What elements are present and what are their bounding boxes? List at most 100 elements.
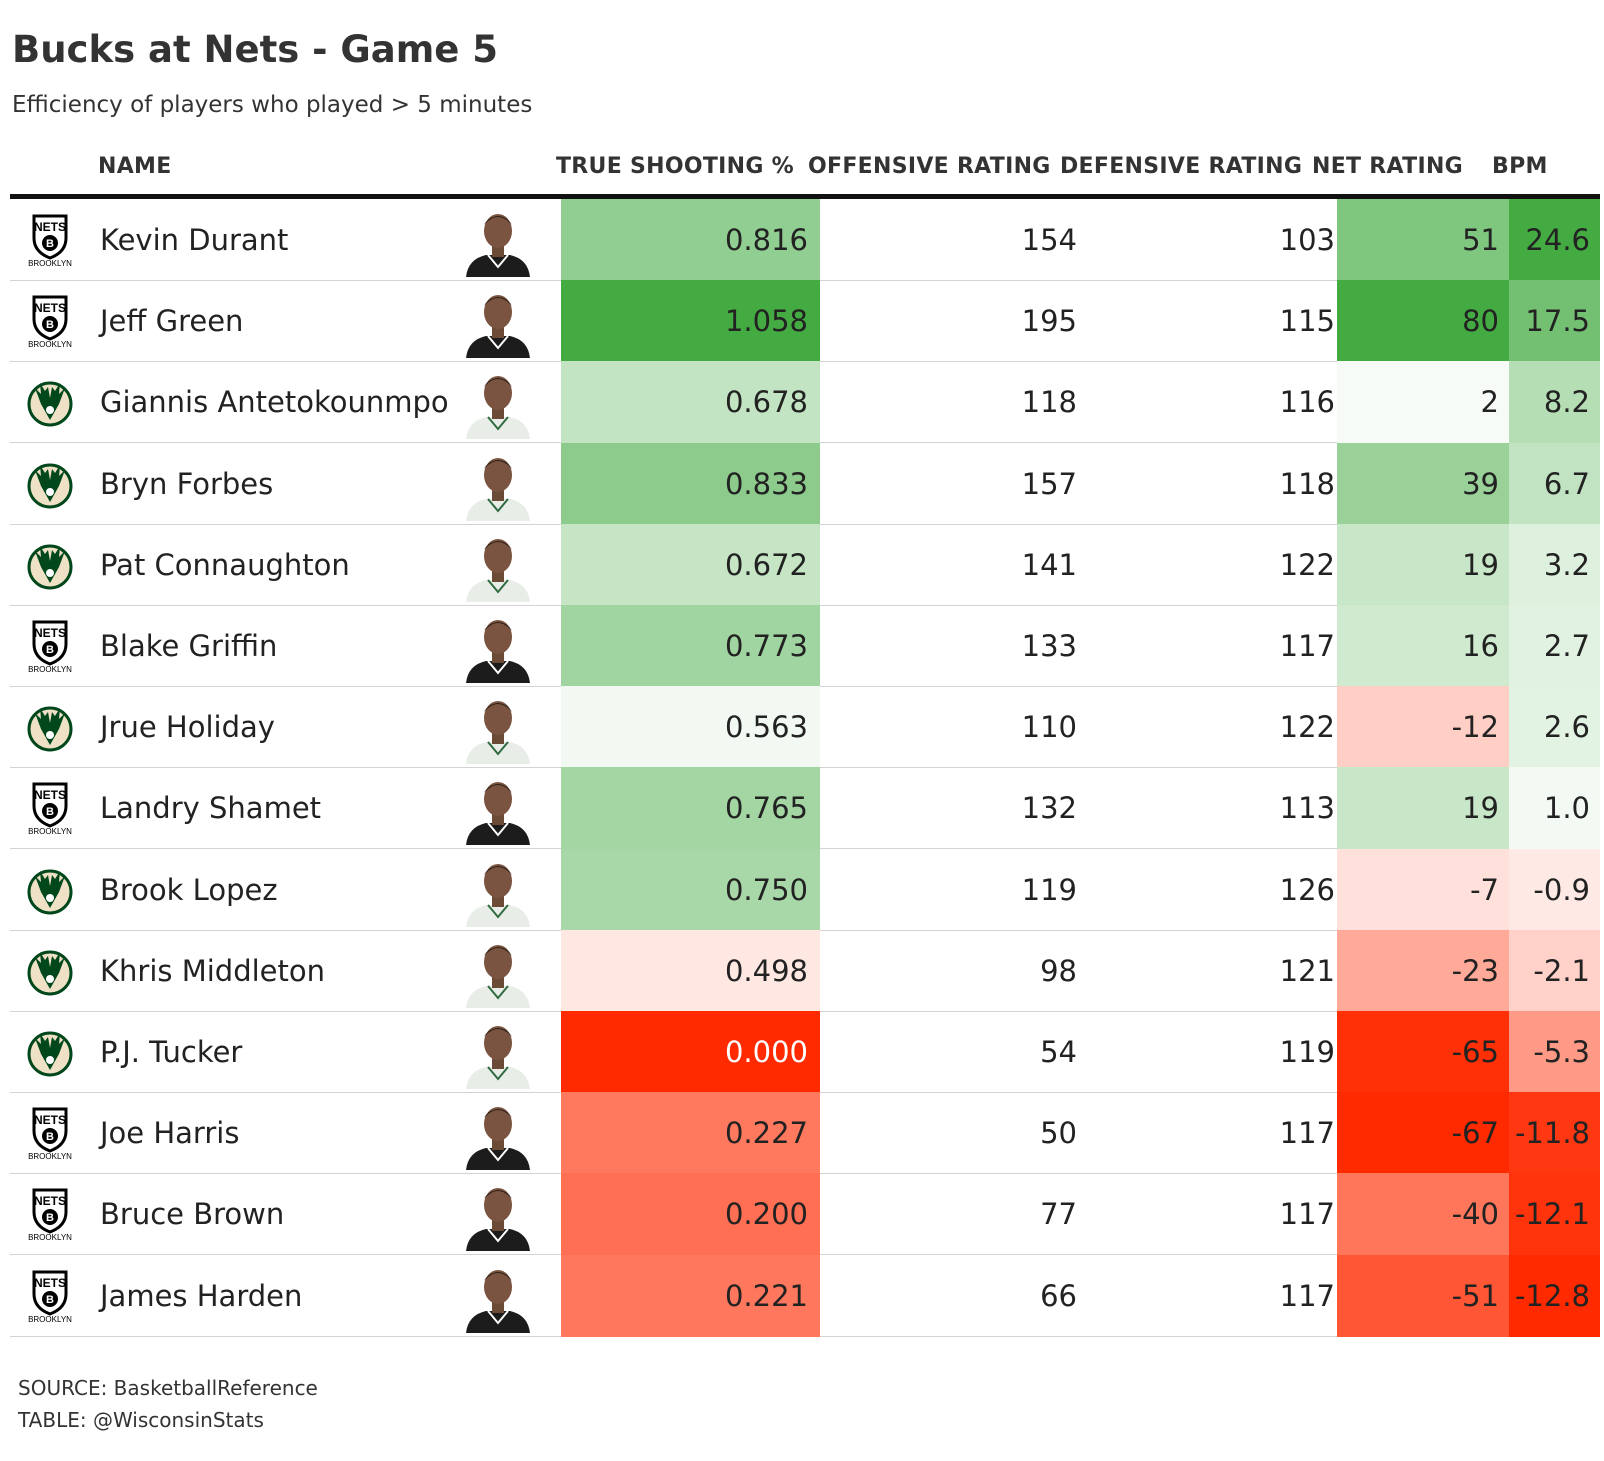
true-shooting-cell: 0.221	[561, 1254, 820, 1337]
bpm-cell: -2.1	[1509, 929, 1600, 1012]
offensive-rating-cell: 54	[1040, 1035, 1077, 1069]
table-row: Giannis Antetokounmpo 0.678 118 116 2 8.2	[10, 361, 1600, 444]
svg-text:B: B	[46, 644, 54, 656]
net-rating-cell: -23	[1337, 929, 1509, 1012]
bpm-cell: 2.6	[1509, 686, 1600, 769]
svg-text:BROOKLYN: BROOKLYN	[28, 1152, 72, 1161]
player-name: Jeff Green	[100, 304, 244, 339]
bucks-logo-icon	[27, 869, 73, 915]
nets-logo-icon: NETS B BROOKLYN	[28, 782, 72, 836]
svg-text:NETS: NETS	[34, 788, 66, 802]
player-headshot	[466, 457, 530, 521]
offensive-rating-cell: 133	[1021, 629, 1077, 663]
offensive-rating-cell: 66	[1040, 1278, 1077, 1313]
bpm-cell: 8.2	[1509, 361, 1600, 444]
footer-credits: SOURCE: BasketballReference TABLE: @Wisc…	[18, 1372, 318, 1436]
svg-text:B: B	[46, 319, 54, 331]
true-shooting-cell: 0.765	[561, 767, 820, 850]
svg-text:BROOKLYN: BROOKLYN	[28, 665, 72, 674]
bucks-logo-icon	[27, 706, 73, 752]
offensive-rating-cell: 157	[1021, 466, 1077, 501]
svg-text:NETS: NETS	[34, 1113, 66, 1127]
true-shooting-cell: 0.563	[561, 686, 820, 769]
offensive-rating-cell: 110	[1021, 710, 1077, 745]
player-headshot	[466, 863, 530, 927]
player-name: Khris Middleton	[100, 953, 325, 988]
svg-text:B: B	[46, 1212, 54, 1224]
player-name: Kevin Durant	[100, 223, 289, 257]
defensive-rating-cell: 103	[1279, 223, 1335, 257]
table-header: NAME TRUE SHOOTING % OFFENSIVE RATING DE…	[10, 140, 1600, 194]
table-row: Brook Lopez 0.750 119 126 -7 -0.9	[10, 848, 1600, 931]
table-row: NETS B BROOKLYN James Harden 0.221 66 117 -51 -1…	[10, 1254, 1600, 1337]
player-name: Jrue Holiday	[100, 710, 275, 745]
player-headshot	[466, 1269, 530, 1333]
nets-logo-icon: NETS B BROOKLYN	[28, 295, 72, 349]
player-headshot	[466, 538, 530, 602]
offensive-rating-cell: 195	[1021, 304, 1077, 339]
table-row: Jrue Holiday 0.563 110 122 -12 2.6	[10, 686, 1600, 769]
bpm-cell: -12.1	[1509, 1173, 1600, 1256]
net-rating-cell: 16	[1337, 605, 1509, 687]
svg-text:B: B	[46, 238, 54, 250]
svg-text:BROOKLYN: BROOKLYN	[28, 827, 72, 836]
bpm-cell: -5.3	[1509, 1011, 1600, 1093]
player-name: Landry Shamet	[100, 791, 322, 826]
offensive-rating-cell: 119	[1021, 872, 1077, 907]
true-shooting-cell: 0.678	[561, 361, 820, 444]
offensive-rating-cell: 50	[1040, 1116, 1077, 1151]
defensive-rating-cell: 115	[1279, 304, 1335, 339]
true-shooting-cell: 0.227	[561, 1092, 820, 1175]
defensive-rating-cell: 122	[1279, 547, 1335, 582]
table-row: NETS B BROOKLYN Joe Harris 0.227 50 117 -67 -11.…	[10, 1092, 1600, 1175]
bucks-logo-icon	[27, 381, 73, 427]
svg-text:NETS: NETS	[34, 301, 66, 315]
player-name: Bryn Forbes	[100, 466, 274, 501]
svg-text:BROOKLYN: BROOKLYN	[28, 340, 72, 349]
player-name: Bruce Brown	[100, 1197, 285, 1232]
player-name: James Harden	[100, 1278, 303, 1313]
offensive-rating-cell: 118	[1021, 385, 1077, 420]
player-headshot	[466, 214, 530, 277]
nets-logo-icon: NETS B BROOKLYN	[28, 620, 72, 674]
player-name: Blake Griffin	[100, 629, 278, 663]
defensive-rating-cell: 117	[1279, 1116, 1335, 1151]
nets-logo-icon: NETS B BROOKLYN	[28, 1188, 72, 1242]
player-headshot	[466, 701, 530, 765]
defensive-rating-cell: 116	[1279, 385, 1335, 420]
table-row: NETS B BROOKLYN Kevin Durant 0.816 154 103 51 24…	[10, 199, 1600, 281]
bpm-cell: 17.5	[1509, 280, 1600, 363]
table-row: Bryn Forbes 0.833 157 118 39 6.7	[10, 442, 1600, 525]
player-headshot	[466, 295, 530, 359]
net-rating-cell: 19	[1337, 523, 1509, 606]
player-name: Joe Harris	[100, 1116, 240, 1151]
header-rule	[10, 194, 1600, 199]
nets-logo-icon: NETS B BROOKLYN	[28, 214, 72, 268]
player-headshot	[466, 1107, 530, 1171]
true-shooting-cell: 0.200	[561, 1173, 820, 1256]
net-rating-cell: -51	[1337, 1254, 1509, 1337]
net-rating-cell: -7	[1337, 848, 1509, 931]
table-row: P.J. Tucker 0.000 54 119 -65 -5.3	[10, 1011, 1600, 1093]
defensive-rating-cell: 118	[1279, 466, 1335, 501]
header-true-shooting: TRUE SHOOTING %	[556, 154, 795, 179]
bpm-cell: 24.6	[1509, 199, 1600, 281]
defensive-rating-cell: 117	[1279, 1197, 1335, 1232]
true-shooting-cell: 0.750	[561, 848, 820, 931]
net-rating-cell: 51	[1337, 199, 1509, 281]
header-bpm: BPM	[1492, 154, 1548, 179]
bpm-cell: -11.8	[1509, 1092, 1600, 1175]
table-subtitle: Efficiency of players who played > 5 min…	[12, 92, 533, 118]
player-headshot	[466, 376, 530, 440]
bpm-cell: 2.7	[1509, 605, 1600, 687]
table-row: NETS B BROOKLYN Blake Griffin 0.773 133 117 16 2…	[10, 605, 1600, 687]
svg-text:NETS: NETS	[34, 1276, 66, 1290]
header-name: NAME	[98, 154, 172, 179]
offensive-rating-cell: 132	[1021, 791, 1077, 826]
net-rating-cell: -40	[1337, 1173, 1509, 1256]
defensive-rating-cell: 117	[1279, 629, 1335, 663]
true-shooting-cell: 0.672	[561, 523, 820, 606]
player-name: Brook Lopez	[100, 872, 278, 907]
player-headshot	[466, 1026, 530, 1089]
table-credit: TABLE: @WisconsinStats	[18, 1408, 264, 1432]
